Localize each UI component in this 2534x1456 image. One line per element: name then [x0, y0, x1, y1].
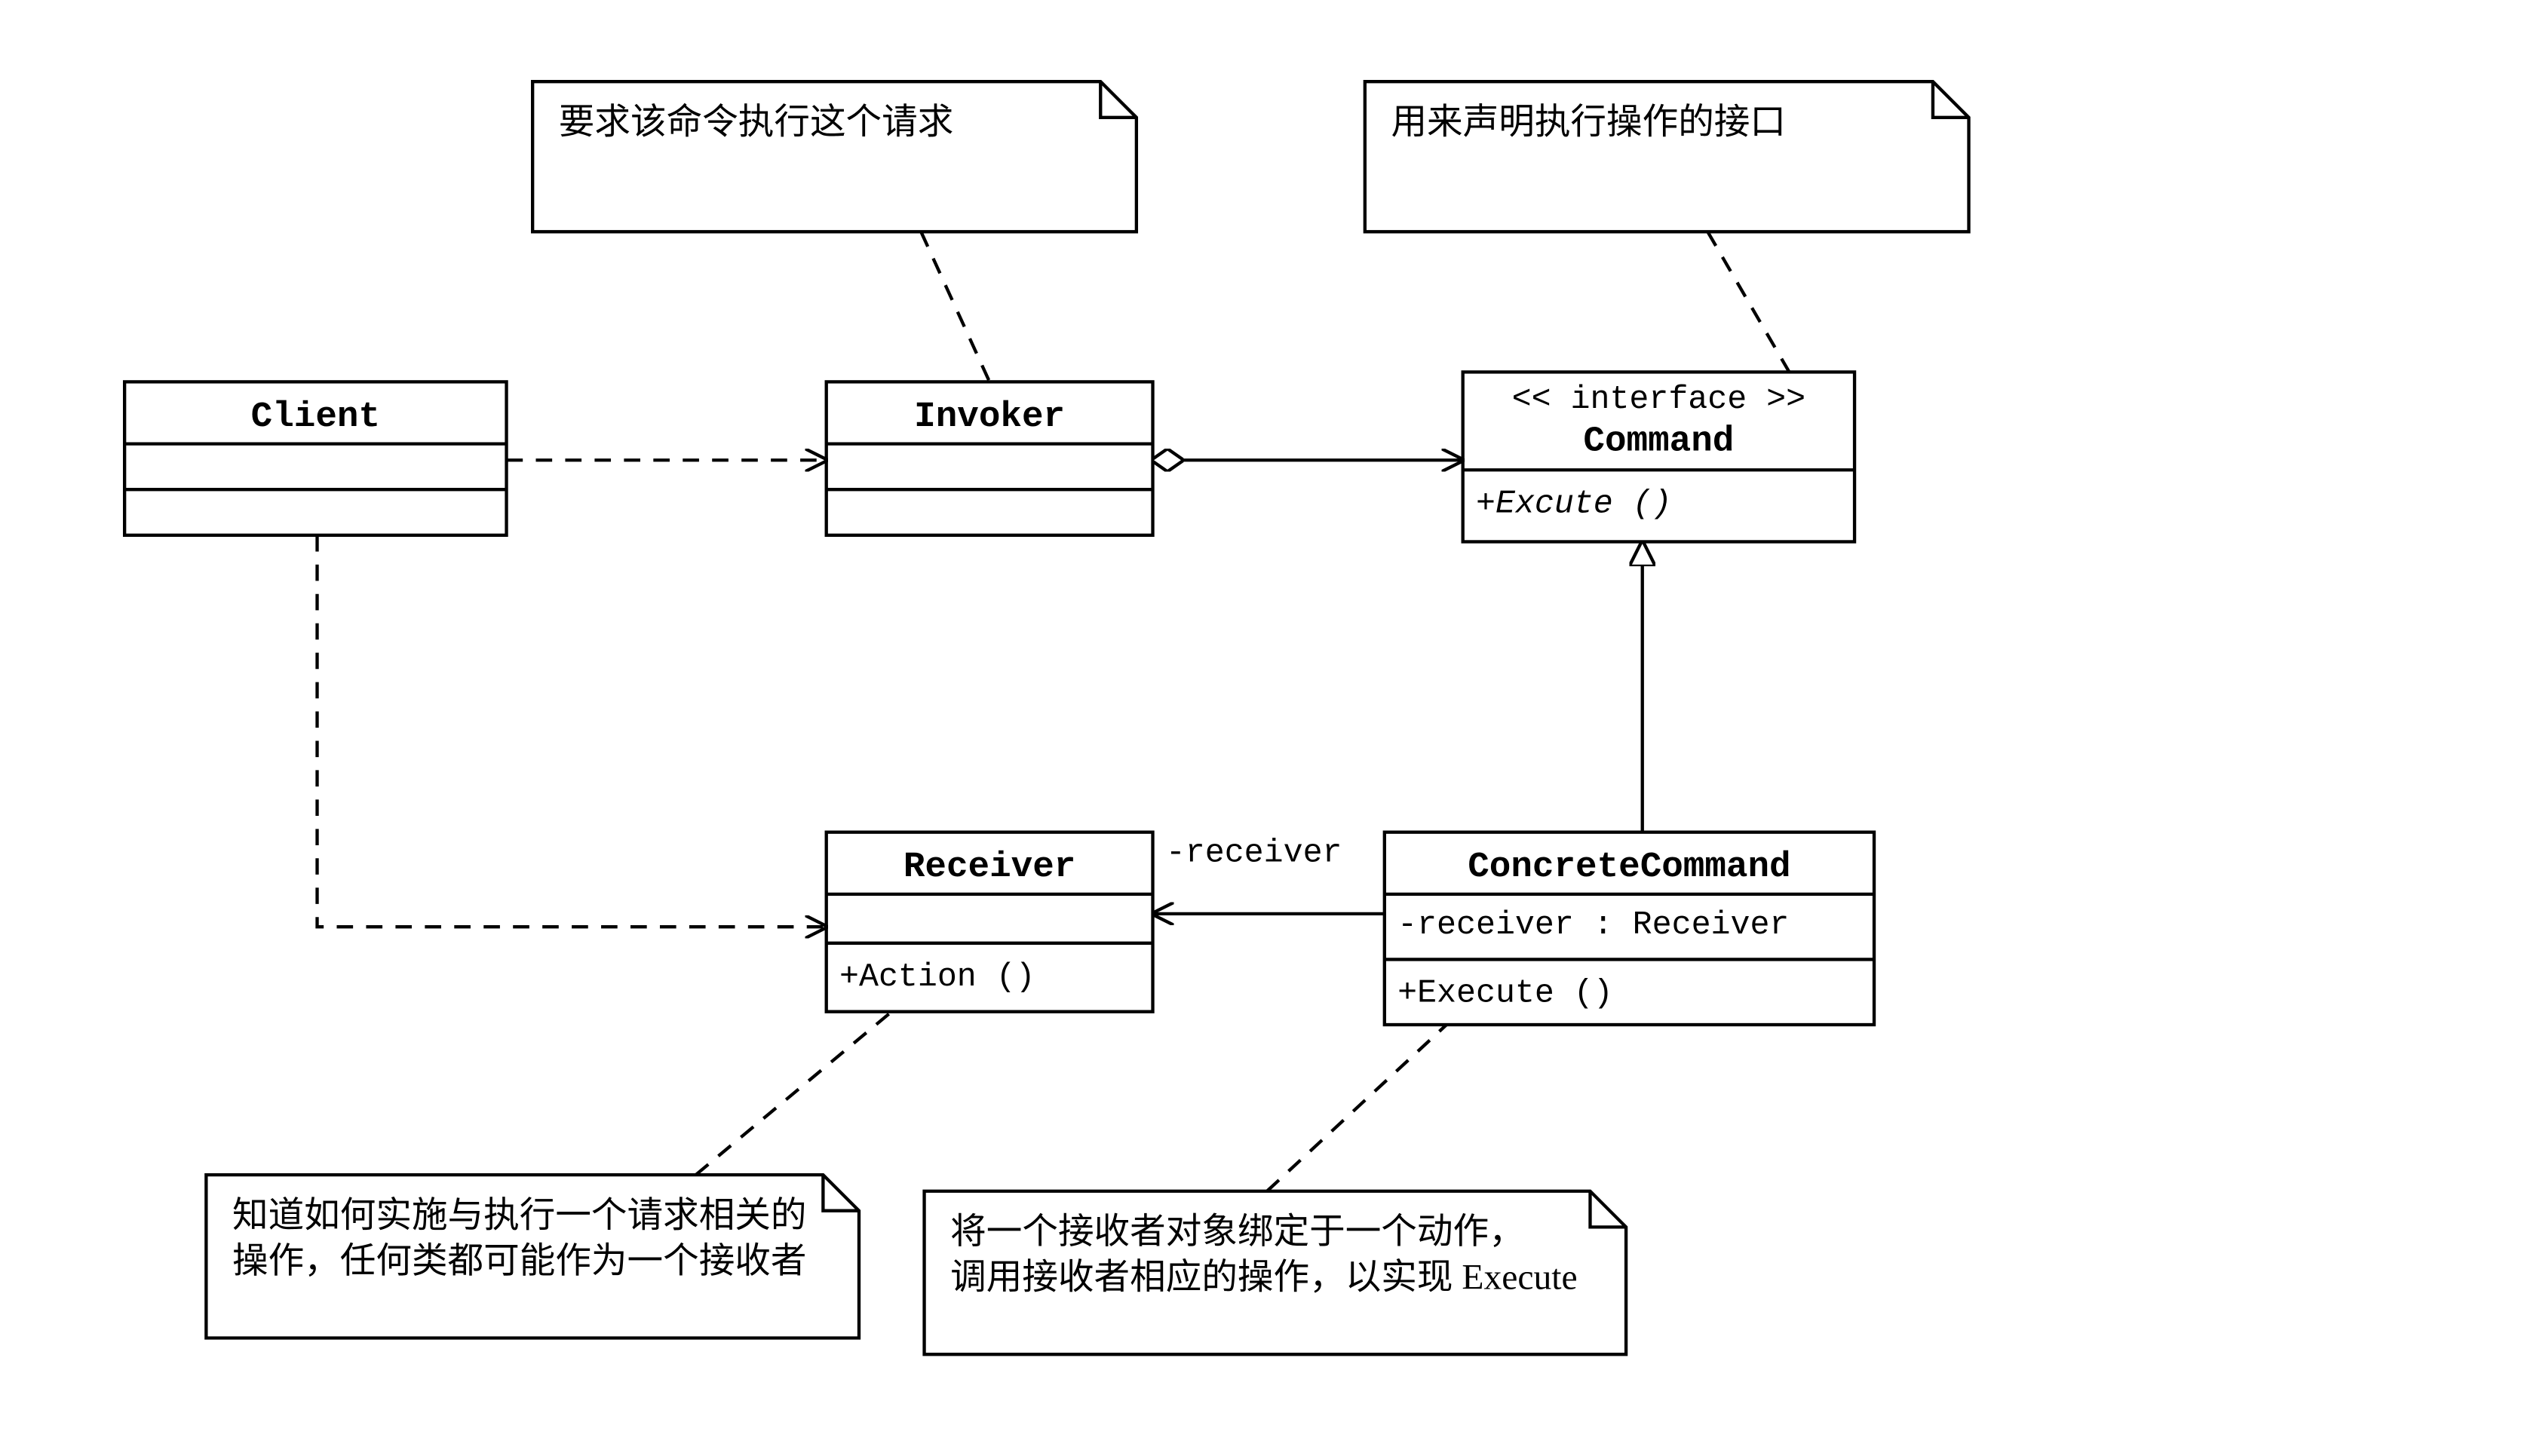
class-command: << interface >>Command +Excute () [1463, 372, 1854, 541]
note-text: 操作，任何类都可能作为一个接收者 [232, 1242, 807, 1281]
class-name: Client [251, 397, 380, 437]
class-name: ConcreteCommand [1468, 847, 1790, 887]
class-name: Command [1583, 421, 1734, 461]
class-invoker: Invoker [827, 382, 1153, 535]
attr: -receiver : Receiver [1397, 906, 1789, 943]
edge-note-concrete-link [1267, 1025, 1446, 1191]
note-text: 调用接收者相应的操作，以实现 Execute [950, 1258, 1577, 1298]
edge-note-receiver-link [696, 1012, 892, 1175]
edge-label: -receiver [1166, 835, 1342, 872]
note-text: 用来声明执行操作的接口 [1391, 103, 1786, 142]
note-text: 知道如何实施与执行一个请求相关的 [232, 1196, 807, 1235]
note-text: 要求该命令执行这个请求 [559, 102, 954, 142]
class-client: Client [124, 382, 506, 535]
note-note_concrete: 将一个接收者对象绑定于一个动作， 调用接收者相应的操作，以实现 Execute [925, 1191, 1627, 1354]
uml-diagram: Client Invoker << interface >>Command +Excu… [0, 0, 2534, 1452]
op: +Action () [839, 958, 1035, 995]
op: +Excute () [1476, 486, 1672, 523]
note-note_receiver: 知道如何实施与执行一个请求相关的操作，任何类都可能作为一个接收者 [206, 1175, 859, 1338]
class-name: Invoker [914, 397, 1065, 437]
edge-client-to-receiver [318, 535, 827, 927]
class-receiver: Receiver +Action () [827, 832, 1153, 1012]
stereotype: << interface >> [1512, 381, 1805, 418]
note-note_invoker: 要求该命令执行这个请求 [532, 81, 1137, 231]
class-concrete: ConcreteCommand -receiver : Receiver +Exec… [1385, 832, 1874, 1025]
class-name: Receiver [903, 847, 1076, 887]
note-note_command: 用来声明执行操作的接口 [1365, 81, 1969, 231]
edge-concrete-to-receiver: -receiver [1153, 835, 1385, 914]
edge-note-invoker-link [921, 231, 989, 382]
note-text: 将一个接收者对象绑定于一个动作， [950, 1212, 1525, 1252]
op: +Execute () [1397, 975, 1613, 1012]
edge-note-command-link [1707, 231, 1789, 372]
